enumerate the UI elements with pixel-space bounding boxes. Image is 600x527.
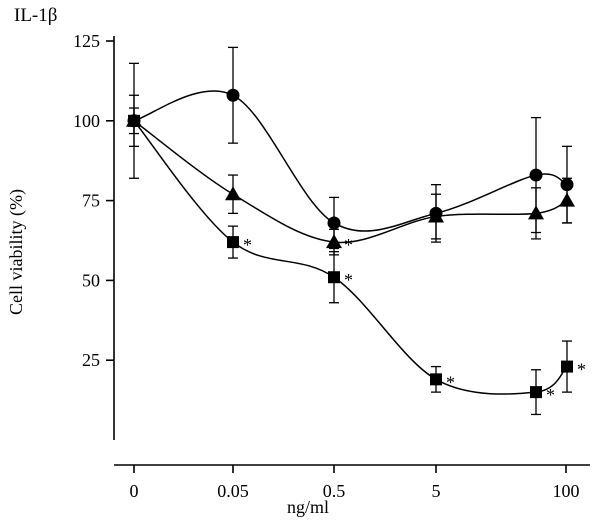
triangle-point [559, 192, 575, 207]
square-point [430, 373, 442, 386]
significance-asterisk: * [344, 235, 353, 255]
square-point [561, 360, 573, 373]
y-tick-label: 25 [82, 350, 100, 370]
circle-point [226, 88, 240, 102]
circle-point [327, 216, 341, 230]
square-point [227, 236, 239, 249]
circle-point [529, 168, 543, 182]
y-axis-label: Cell viability (%) [6, 189, 27, 315]
triangle-series-curve [133, 120, 568, 244]
x-tick-label: 5 [432, 481, 441, 501]
y-tick-label: 75 [82, 191, 100, 211]
data-markers: * * * * * * [126, 88, 586, 405]
axes: 25 50 75 100 125 0 0.05 0.5 5 100 [73, 31, 590, 501]
significance-asterisk: * [446, 372, 455, 392]
y-tick-label: 50 [82, 270, 100, 290]
significance-asterisk: * [344, 270, 353, 290]
x-tick-label: 0.5 [323, 481, 346, 501]
circle-series-curve [133, 90, 568, 232]
x-tick-label: 0.05 [217, 481, 249, 501]
square-point [328, 271, 340, 284]
circle-point [560, 178, 574, 192]
x-tick-label: 100 [553, 481, 580, 501]
x-axis-label: ng/ml [287, 497, 329, 517]
triangle-point [528, 205, 544, 220]
error-bars [129, 46, 572, 416]
triangle-point [428, 208, 444, 223]
square-point [128, 114, 140, 127]
triangle-point [326, 234, 342, 249]
y-tick-label: 125 [73, 31, 100, 51]
x-tick-label: 0 [130, 481, 139, 501]
square-series-curve [133, 120, 568, 395]
chart-title: IL-1β [14, 5, 57, 26]
significance-asterisk: * [243, 235, 252, 255]
square-point [530, 386, 542, 399]
significance-asterisk: * [546, 385, 555, 405]
significance-asterisk: * [577, 360, 586, 380]
triangle-point [225, 186, 241, 201]
y-tick-label: 100 [73, 111, 100, 131]
